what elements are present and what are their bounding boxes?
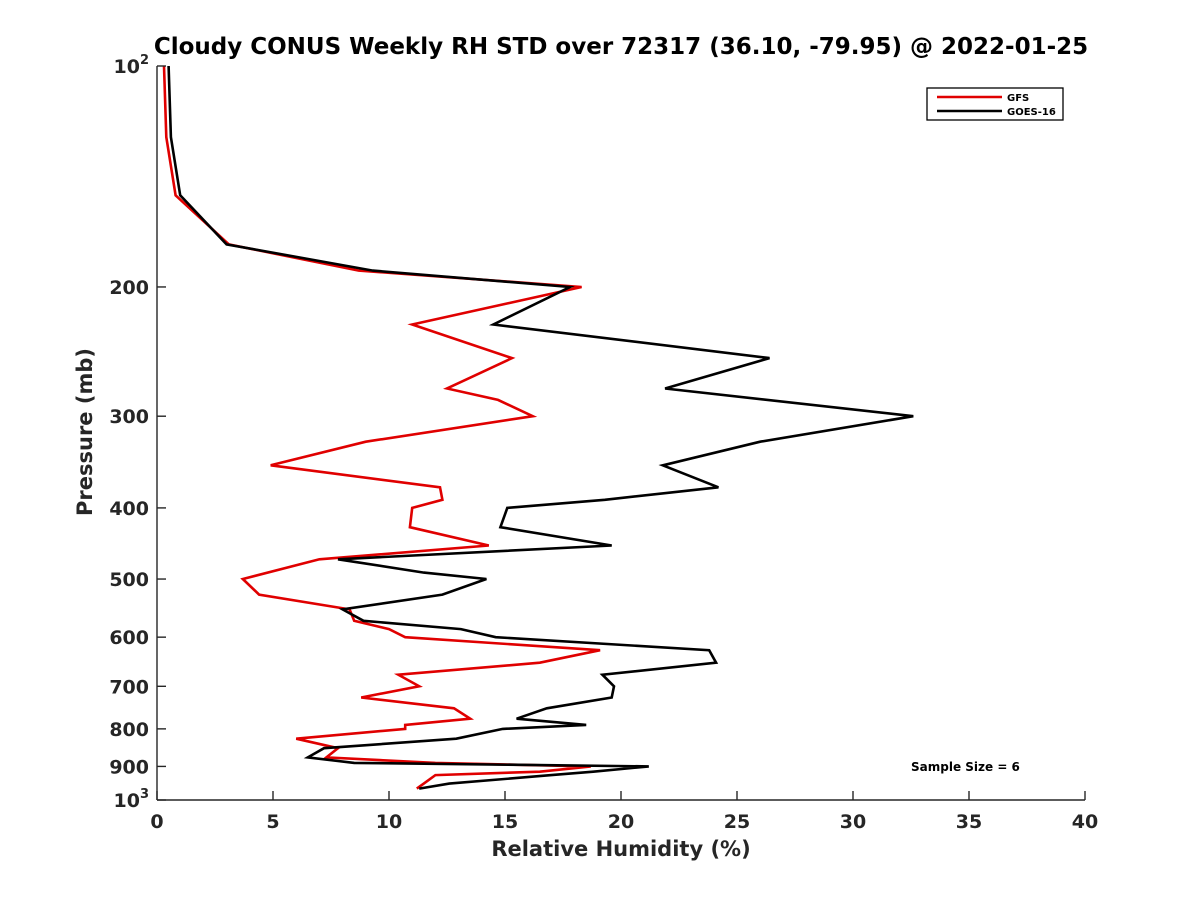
y-tick-label: 103 <box>114 787 150 812</box>
legend-box <box>926 87 1064 121</box>
x-tick-label: 10 <box>376 811 402 833</box>
x-tick-label: 30 <box>840 811 866 833</box>
y-tick-label: 300 <box>109 406 149 428</box>
x-tick-label: 25 <box>724 811 750 833</box>
x-tick-label: 35 <box>956 811 982 833</box>
x-tick-label: 40 <box>1072 811 1098 833</box>
y-tick-label: 700 <box>109 676 149 698</box>
series-line-goes-16 <box>167 65 914 790</box>
y-tick-label: 600 <box>109 627 149 649</box>
x-tick-label: 0 <box>150 811 163 833</box>
series-line-gfs <box>162 65 601 790</box>
legend: GFS GOES-16 <box>926 87 1064 121</box>
x-axis-label: Relative Humidity (%) <box>491 837 750 861</box>
chart-title: Cloudy CONUS Weekly RH STD over 72317 (3… <box>154 34 1088 60</box>
y-axis-label: Pressure (mb) <box>73 348 97 516</box>
y-tick-label: 400 <box>109 498 149 520</box>
y-tick-label: 900 <box>109 756 149 778</box>
y-tick-label: 800 <box>109 719 149 741</box>
axes-layer: 0 5 10 15 20 25 30 35 40 102 200 300 400 500 600 700 800… <box>109 53 1098 833</box>
y-tick-label: 200 <box>109 277 149 299</box>
legend-label-gfs: GFS <box>1007 93 1029 104</box>
y-tick-label: 102 <box>114 53 150 78</box>
y-tick-label: 500 <box>109 569 149 591</box>
x-tick-label: 20 <box>608 811 634 833</box>
sample-size-note: Sample Size = 6 <box>911 760 1020 774</box>
x-tick-label: 15 <box>492 811 518 833</box>
x-tick-label: 5 <box>266 811 279 833</box>
series-layer <box>162 65 914 790</box>
legend-label-goes16: GOES-16 <box>1007 107 1056 118</box>
